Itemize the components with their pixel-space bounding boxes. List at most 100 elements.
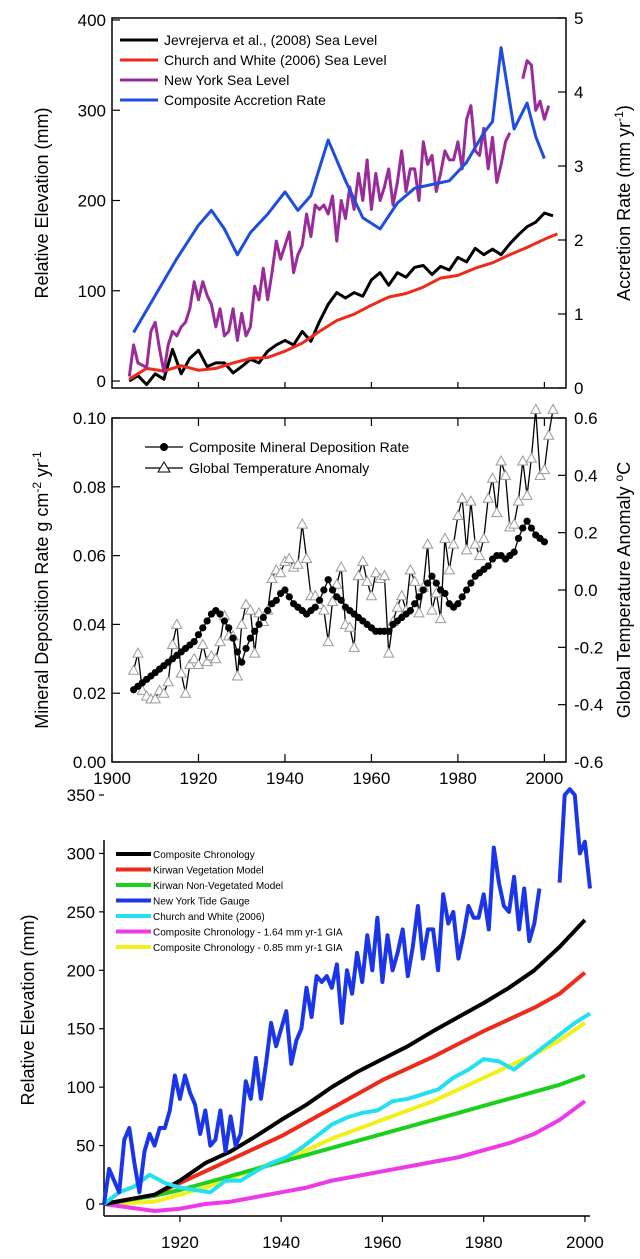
deposition-marker (462, 586, 471, 594)
deposition-marker (272, 596, 280, 604)
series-line-church-and-white-2006 (102, 1011, 592, 1206)
x-tick-label: 1920 (180, 769, 218, 788)
deposition-marker (454, 600, 462, 608)
temperature-marker (452, 509, 464, 520)
series-line-church-and-white-2006-sea-level (128, 232, 558, 381)
y-right-tick-label: 4 (574, 83, 583, 102)
series-line-new-york-sea-level (521, 59, 551, 121)
y-tick-label: 0 (97, 372, 106, 391)
y-tick-label: 200 (67, 961, 95, 980)
deposition-marker (510, 548, 518, 556)
y-tick-label: 100 (67, 1078, 95, 1097)
deposition-marker (415, 593, 423, 601)
y-right-tick-label: -0.2 (574, 638, 603, 657)
deposition-marker (337, 596, 345, 604)
y-axis-label: Mineral Deposition Rate g cm-2 yr-1 (30, 451, 52, 729)
series-line-composite-chronology (103, 918, 587, 1206)
deposition-marker (255, 620, 263, 629)
y-tick-label: 350 (67, 786, 95, 805)
y-tick-label: 0.04 (73, 615, 106, 634)
y-tick-label: 300 (78, 101, 106, 120)
y-right-axis-label: Accretion Rate (mm yr-1) (612, 105, 634, 301)
deposition-marker (441, 589, 449, 598)
legend-marker-temperature (157, 461, 171, 473)
deposition-marker (324, 576, 332, 584)
deposition-marker (216, 610, 224, 618)
y-tick-label: 0 (86, 1195, 95, 1214)
deposition-marker (203, 617, 211, 625)
legend-label-kirwan-non-vegetated-model: Kirwan Non-Vegetated Model (153, 881, 283, 892)
y-tick-label: 0.08 (73, 478, 106, 497)
temperature-marker (361, 575, 373, 586)
x-tick-label: 1980 (465, 1233, 503, 1252)
legend-label-new-york-sea-level: New York Sea Level (164, 72, 289, 88)
series-line-jevrejerva-et-al-2008-sea-level (128, 211, 554, 387)
temperature-marker (486, 472, 499, 483)
deposition-marker (484, 562, 492, 570)
deposition-marker (242, 644, 250, 653)
y-right-tick-label: 2 (574, 231, 583, 250)
temperature-marker (529, 403, 542, 414)
temperature-marker (266, 572, 278, 584)
temperature-marker (477, 532, 490, 543)
temperature-marker (201, 655, 213, 667)
temperature-marker (248, 647, 261, 658)
y-right-tick-label: 0.4 (574, 466, 598, 485)
deposition-marker (220, 617, 229, 625)
temperature-marker (395, 589, 408, 601)
panel-bottom-chart: 0 50 100 150 200 250 300 350 1920 1940 1960 1980 200… (18, 786, 604, 1252)
temperature-marker (158, 687, 170, 698)
deposition-marker (458, 593, 466, 601)
series-line-kirwan-vegetation-model (103, 971, 587, 1206)
temperature-marker (391, 601, 404, 612)
deposition-marker (259, 613, 267, 622)
x-tick-label: 1980 (439, 769, 477, 788)
temperature-marker (171, 618, 183, 629)
y-tick-label: 250 (67, 903, 95, 922)
deposition-marker (281, 586, 289, 594)
y-right-tick-label: 1 (574, 305, 583, 324)
deposition-marker (419, 586, 427, 594)
legend-label-kirwan-vegetation-model: Kirwan Vegetation Model (153, 866, 264, 877)
temperature-marker (456, 492, 469, 503)
deposition-marker (411, 600, 419, 608)
temperature-marker (499, 469, 512, 480)
deposition-marker (251, 627, 259, 635)
temperature-marker (439, 532, 451, 543)
temperature-marker (348, 641, 360, 652)
series-line-composite-accretion-rate (132, 46, 546, 334)
legend-marker-mineral-deposition (160, 443, 168, 451)
x-tick-label: 2000 (525, 769, 563, 788)
temperature-marker (274, 566, 287, 578)
deposition-marker (428, 572, 436, 580)
temperature-marker (179, 687, 192, 698)
x-tick-label: 1920 (161, 1233, 199, 1252)
temperature-marker (547, 403, 559, 414)
temperature-marker (192, 658, 205, 670)
deposition-marker (199, 624, 207, 632)
legend-label-jevrejerva-et-al-2008-sea-level: Jevrejerva et al., (2008) Sea Level (164, 32, 377, 48)
series-line-new-york-tide-gauge (557, 787, 592, 889)
deposition-marker (432, 579, 440, 587)
y-right-tick-label: 5 (574, 9, 583, 28)
deposition-marker (519, 524, 527, 532)
legend-label-temperature: Global Temperature Anomaly (189, 460, 369, 476)
temperature-marker (512, 495, 525, 506)
temperature-marker (542, 429, 555, 440)
x-tick-label: 2000 (566, 1233, 604, 1252)
legend-label-church-and-white-2006: Church and White (2006) (153, 912, 265, 923)
temperature-marker (175, 667, 188, 678)
deposition-marker (194, 631, 203, 639)
x-tick-label: 1900 (93, 769, 131, 788)
temperature-marker (244, 604, 257, 615)
top-plot-frame (111, 17, 567, 389)
deposition-marker (523, 517, 531, 525)
legend-label-composite-chronology: Composite Chronology (153, 850, 255, 861)
y-tick-label: 0.02 (73, 684, 106, 703)
deposition-marker (467, 579, 475, 587)
deposition-marker (514, 534, 523, 543)
temperature-marker (356, 555, 369, 566)
deposition-marker (406, 607, 414, 615)
temperature-marker (196, 638, 209, 649)
